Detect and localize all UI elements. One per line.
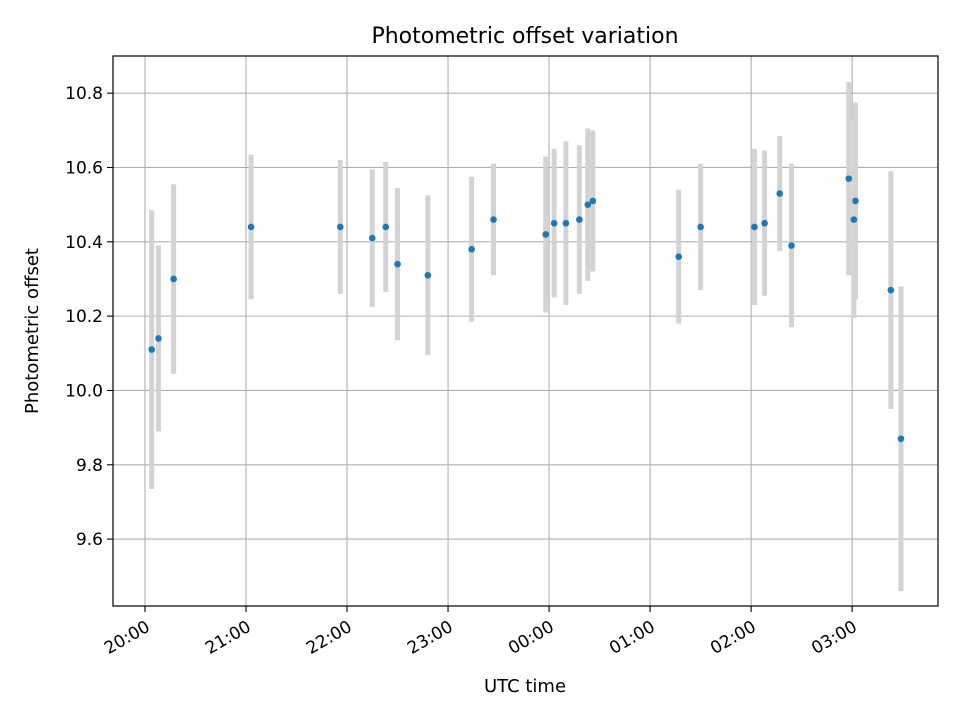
data-point xyxy=(382,223,390,231)
x-axis-label: UTC time xyxy=(484,676,566,697)
data-point xyxy=(776,190,784,197)
y-tick-label: 10.2 xyxy=(65,307,103,327)
data-point xyxy=(542,231,550,238)
y-tick-label: 10.6 xyxy=(65,158,103,178)
x-tick-label: 01:00 xyxy=(606,617,658,659)
data-point xyxy=(468,245,475,253)
x-tick-label: 02:00 xyxy=(707,617,759,659)
x-tick-label: 00:00 xyxy=(505,617,557,659)
y-axis-label: Photometric offset xyxy=(22,248,43,414)
y-tick-label: 9.8 xyxy=(76,456,103,476)
y-axis: 9.6 9.8 10.0 10.2 10.4 10.6 10.8 xyxy=(65,84,113,550)
data-point xyxy=(584,201,592,208)
data-point xyxy=(394,260,401,268)
data-point xyxy=(697,223,704,231)
x-tick-label: 20:00 xyxy=(101,617,153,659)
error-bars xyxy=(149,82,904,592)
y-tick-label: 10.0 xyxy=(65,381,103,401)
data-point xyxy=(550,219,558,227)
data-point xyxy=(368,234,376,242)
x-tick-label: 21:00 xyxy=(202,617,254,659)
data-point xyxy=(887,286,895,294)
data-point xyxy=(247,223,255,231)
data-point xyxy=(148,346,156,353)
data-point xyxy=(562,219,570,227)
data-point xyxy=(155,335,162,342)
data-point xyxy=(751,223,758,231)
data-points xyxy=(148,175,905,443)
x-tick-label: 22:00 xyxy=(303,617,355,659)
data-point xyxy=(850,216,858,223)
data-point xyxy=(170,275,177,283)
plot-frame xyxy=(112,55,939,607)
data-point xyxy=(761,219,768,227)
x-tick-label: 23:00 xyxy=(404,617,456,659)
data-point xyxy=(424,271,432,279)
y-tick-label: 9.6 xyxy=(76,530,103,550)
x-axis: 20:00 21:00 22:00 23:00 00:00 01:00 02:00 03:00 xyxy=(101,606,861,659)
data-point xyxy=(336,223,344,231)
data-point xyxy=(576,216,583,223)
grid xyxy=(113,56,938,606)
chart-title: Photometric offset variation xyxy=(371,24,678,49)
x-tick-label: 03:00 xyxy=(808,617,860,659)
y-tick-label: 10.4 xyxy=(65,233,103,253)
data-point xyxy=(589,197,597,205)
data-point xyxy=(675,253,683,260)
data-point xyxy=(490,216,497,223)
data-point xyxy=(845,175,853,182)
data-point xyxy=(852,197,859,205)
data-point xyxy=(788,242,795,249)
data-point xyxy=(897,435,905,443)
y-tick-label: 10.8 xyxy=(65,84,103,104)
